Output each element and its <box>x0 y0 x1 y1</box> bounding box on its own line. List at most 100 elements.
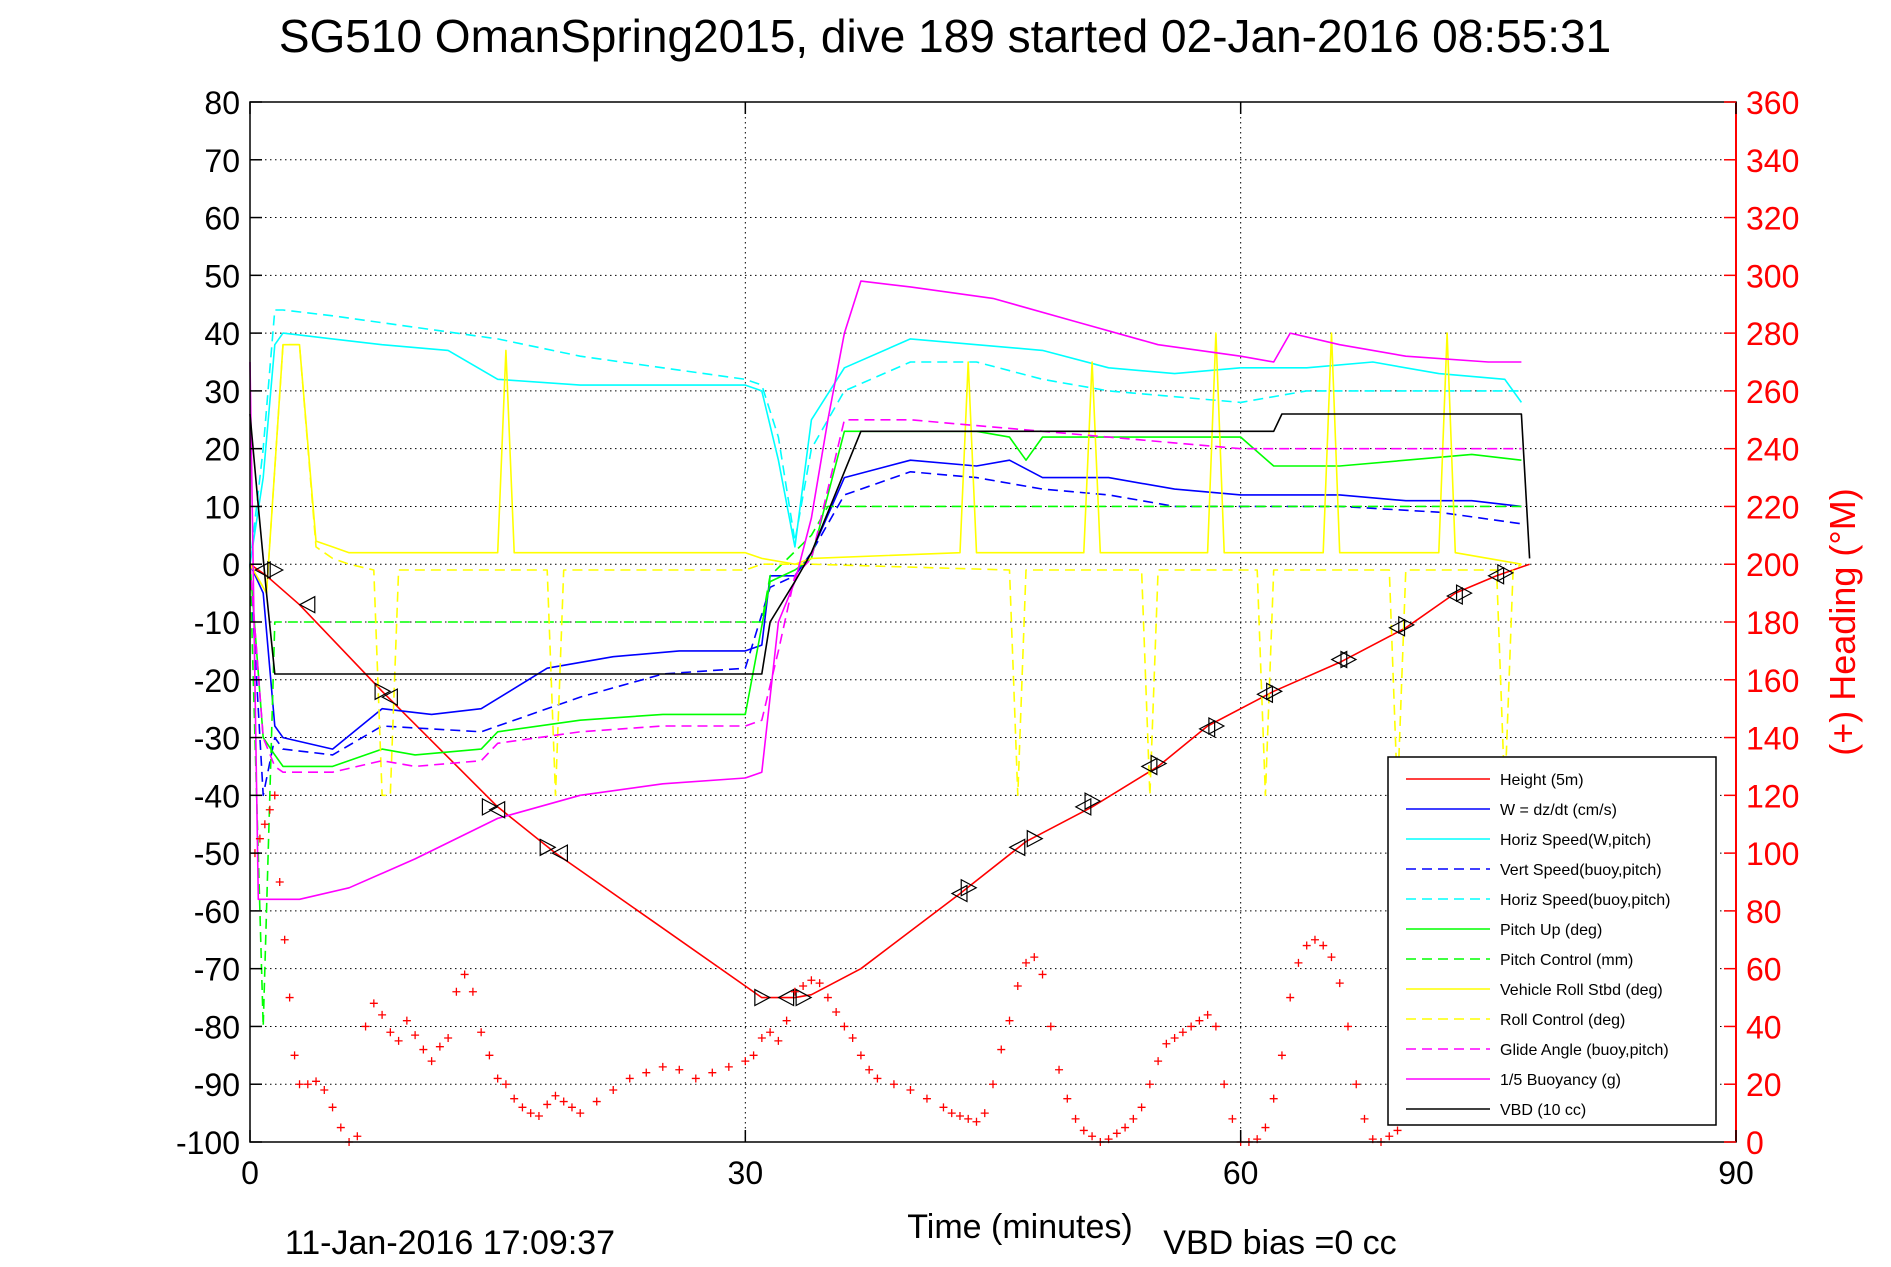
y-left-tick-label: -80 <box>194 1009 240 1045</box>
legend-label-10: 1/5 Buoyancy (g) <box>1500 1072 1621 1089</box>
y-left-tick-label: 70 <box>204 143 240 179</box>
heading-point-35 <box>510 1094 519 1103</box>
heading-point-46 <box>625 1074 634 1083</box>
y-left-tick-label: -20 <box>194 663 240 699</box>
right-axis-label: (+) Heading (°M) <box>1822 488 1863 755</box>
heading-point-121 <box>1335 979 1344 988</box>
y-left-tick-label: 50 <box>204 258 240 294</box>
heading-point-54 <box>749 1051 758 1060</box>
heading-point-29 <box>460 970 469 979</box>
heading-point-34 <box>501 1080 510 1089</box>
heading-point-119 <box>1319 941 1328 950</box>
legend-label-0: Height (5m) <box>1500 772 1584 789</box>
height-marker-0 <box>253 561 271 579</box>
y-left-tick-label: -100 <box>176 1125 240 1161</box>
y-right-tick-label: 120 <box>1746 778 1799 814</box>
height-marker-9 <box>754 988 772 1007</box>
heading-point-82 <box>1013 982 1022 990</box>
heading-point-101 <box>1170 1034 1179 1042</box>
heading-point-99 <box>1154 1057 1163 1066</box>
y-right-tick-label: 20 <box>1746 1067 1782 1103</box>
heading-point-30 <box>468 987 477 996</box>
timestamp-footer: 11-Jan-2016 17:09:37 <box>285 1224 615 1262</box>
heading-point-49 <box>675 1065 684 1074</box>
heading-point-73 <box>939 1103 948 1112</box>
heading-point-71 <box>906 1086 915 1094</box>
height-marker-1 <box>267 561 285 579</box>
heading-point-98 <box>1145 1080 1154 1089</box>
legend-label-5: Pitch Up (deg) <box>1500 922 1602 939</box>
heading-point-66 <box>848 1034 857 1042</box>
heading-point-43 <box>576 1109 585 1118</box>
y-right-tick-label: 180 <box>1746 605 1799 641</box>
heading-point-70 <box>889 1080 898 1089</box>
heading-point-117 <box>1302 941 1311 950</box>
legend-label-2: Horiz Speed(W,pitch) <box>1500 832 1651 849</box>
heading-point-113 <box>1269 1094 1278 1103</box>
heading-point-1 <box>255 834 264 843</box>
y-right-tick-label: 60 <box>1746 952 1782 988</box>
y-left-tick-label: 10 <box>204 489 240 525</box>
heading-point-48 <box>658 1062 667 1071</box>
heading-point-22 <box>402 1016 411 1025</box>
heading-point-64 <box>832 1008 841 1016</box>
heading-point-83 <box>1022 958 1031 967</box>
height-marker-28 <box>1446 587 1463 605</box>
height-marker-10 <box>777 988 795 1007</box>
heading-point-91 <box>1088 1132 1097 1141</box>
height-marker-19 <box>1150 754 1168 773</box>
series-line-11 <box>249 413 1531 675</box>
y-right-tick-label: 280 <box>1746 316 1799 352</box>
legend-label-4: Horiz Speed(buoy,pitch) <box>1500 892 1670 909</box>
heading-point-80 <box>997 1045 1006 1054</box>
height-marker-26 <box>1388 618 1406 637</box>
series-line-6 <box>249 505 1522 1028</box>
heading-point-13 <box>328 1103 337 1112</box>
heading-point-94 <box>1112 1129 1121 1138</box>
heading-point-74 <box>947 1109 956 1118</box>
legend-label-6: Pitch Control (mm) <box>1500 952 1633 969</box>
height-marker-18 <box>1140 757 1158 776</box>
y-left-tick-label: -10 <box>194 605 240 641</box>
heading-point-28 <box>452 987 461 996</box>
series-line-4 <box>249 309 1522 565</box>
heading-point-104 <box>1195 1016 1204 1025</box>
heading-point-3 <box>265 805 274 814</box>
heading-point-24 <box>419 1045 428 1054</box>
legend-label-11: VBD (10 cc) <box>1500 1102 1586 1119</box>
heading-point-40 <box>551 1091 560 1100</box>
heading-point-12 <box>320 1086 329 1094</box>
heading-point-8 <box>290 1051 299 1060</box>
y-right-tick-label: 300 <box>1746 258 1799 294</box>
heading-point-79 <box>989 1080 997 1089</box>
heading-point-59 <box>790 987 799 996</box>
heading-point-120 <box>1327 953 1336 962</box>
heading-point-23 <box>411 1031 420 1040</box>
heading-point-108 <box>1228 1114 1237 1123</box>
heading-point-103 <box>1187 1022 1196 1031</box>
series-line-9 <box>249 418 1522 774</box>
heading-point-78 <box>980 1109 989 1118</box>
heading-point-76 <box>964 1114 973 1123</box>
heading-point-58 <box>782 1016 791 1025</box>
x-axis-ticks: 0 30 60 90 <box>241 102 1754 1191</box>
y-left-tick-label: 0 <box>222 547 240 583</box>
heading-point-88 <box>1063 1094 1072 1103</box>
height-marker-31 <box>1497 563 1515 582</box>
y-right-tick-label: 240 <box>1746 432 1799 468</box>
series-line-10 <box>249 280 1522 901</box>
height-marker-25 <box>1340 650 1358 669</box>
y-right-tick-label: 200 <box>1746 547 1799 583</box>
heading-point-10 <box>303 1080 312 1089</box>
heading-point-95 <box>1121 1123 1130 1132</box>
heading-point-47 <box>642 1068 651 1077</box>
heading-point-19 <box>378 1010 387 1019</box>
height-marker-24 <box>1330 650 1348 669</box>
height-marker-15 <box>1026 829 1044 848</box>
y-left-tick-label: -90 <box>194 1067 240 1103</box>
heading-point-63 <box>823 993 832 1002</box>
x-tick-label: 90 <box>1718 1155 1754 1191</box>
height-marker-20 <box>1198 719 1216 738</box>
height-marker-14 <box>1008 838 1026 857</box>
